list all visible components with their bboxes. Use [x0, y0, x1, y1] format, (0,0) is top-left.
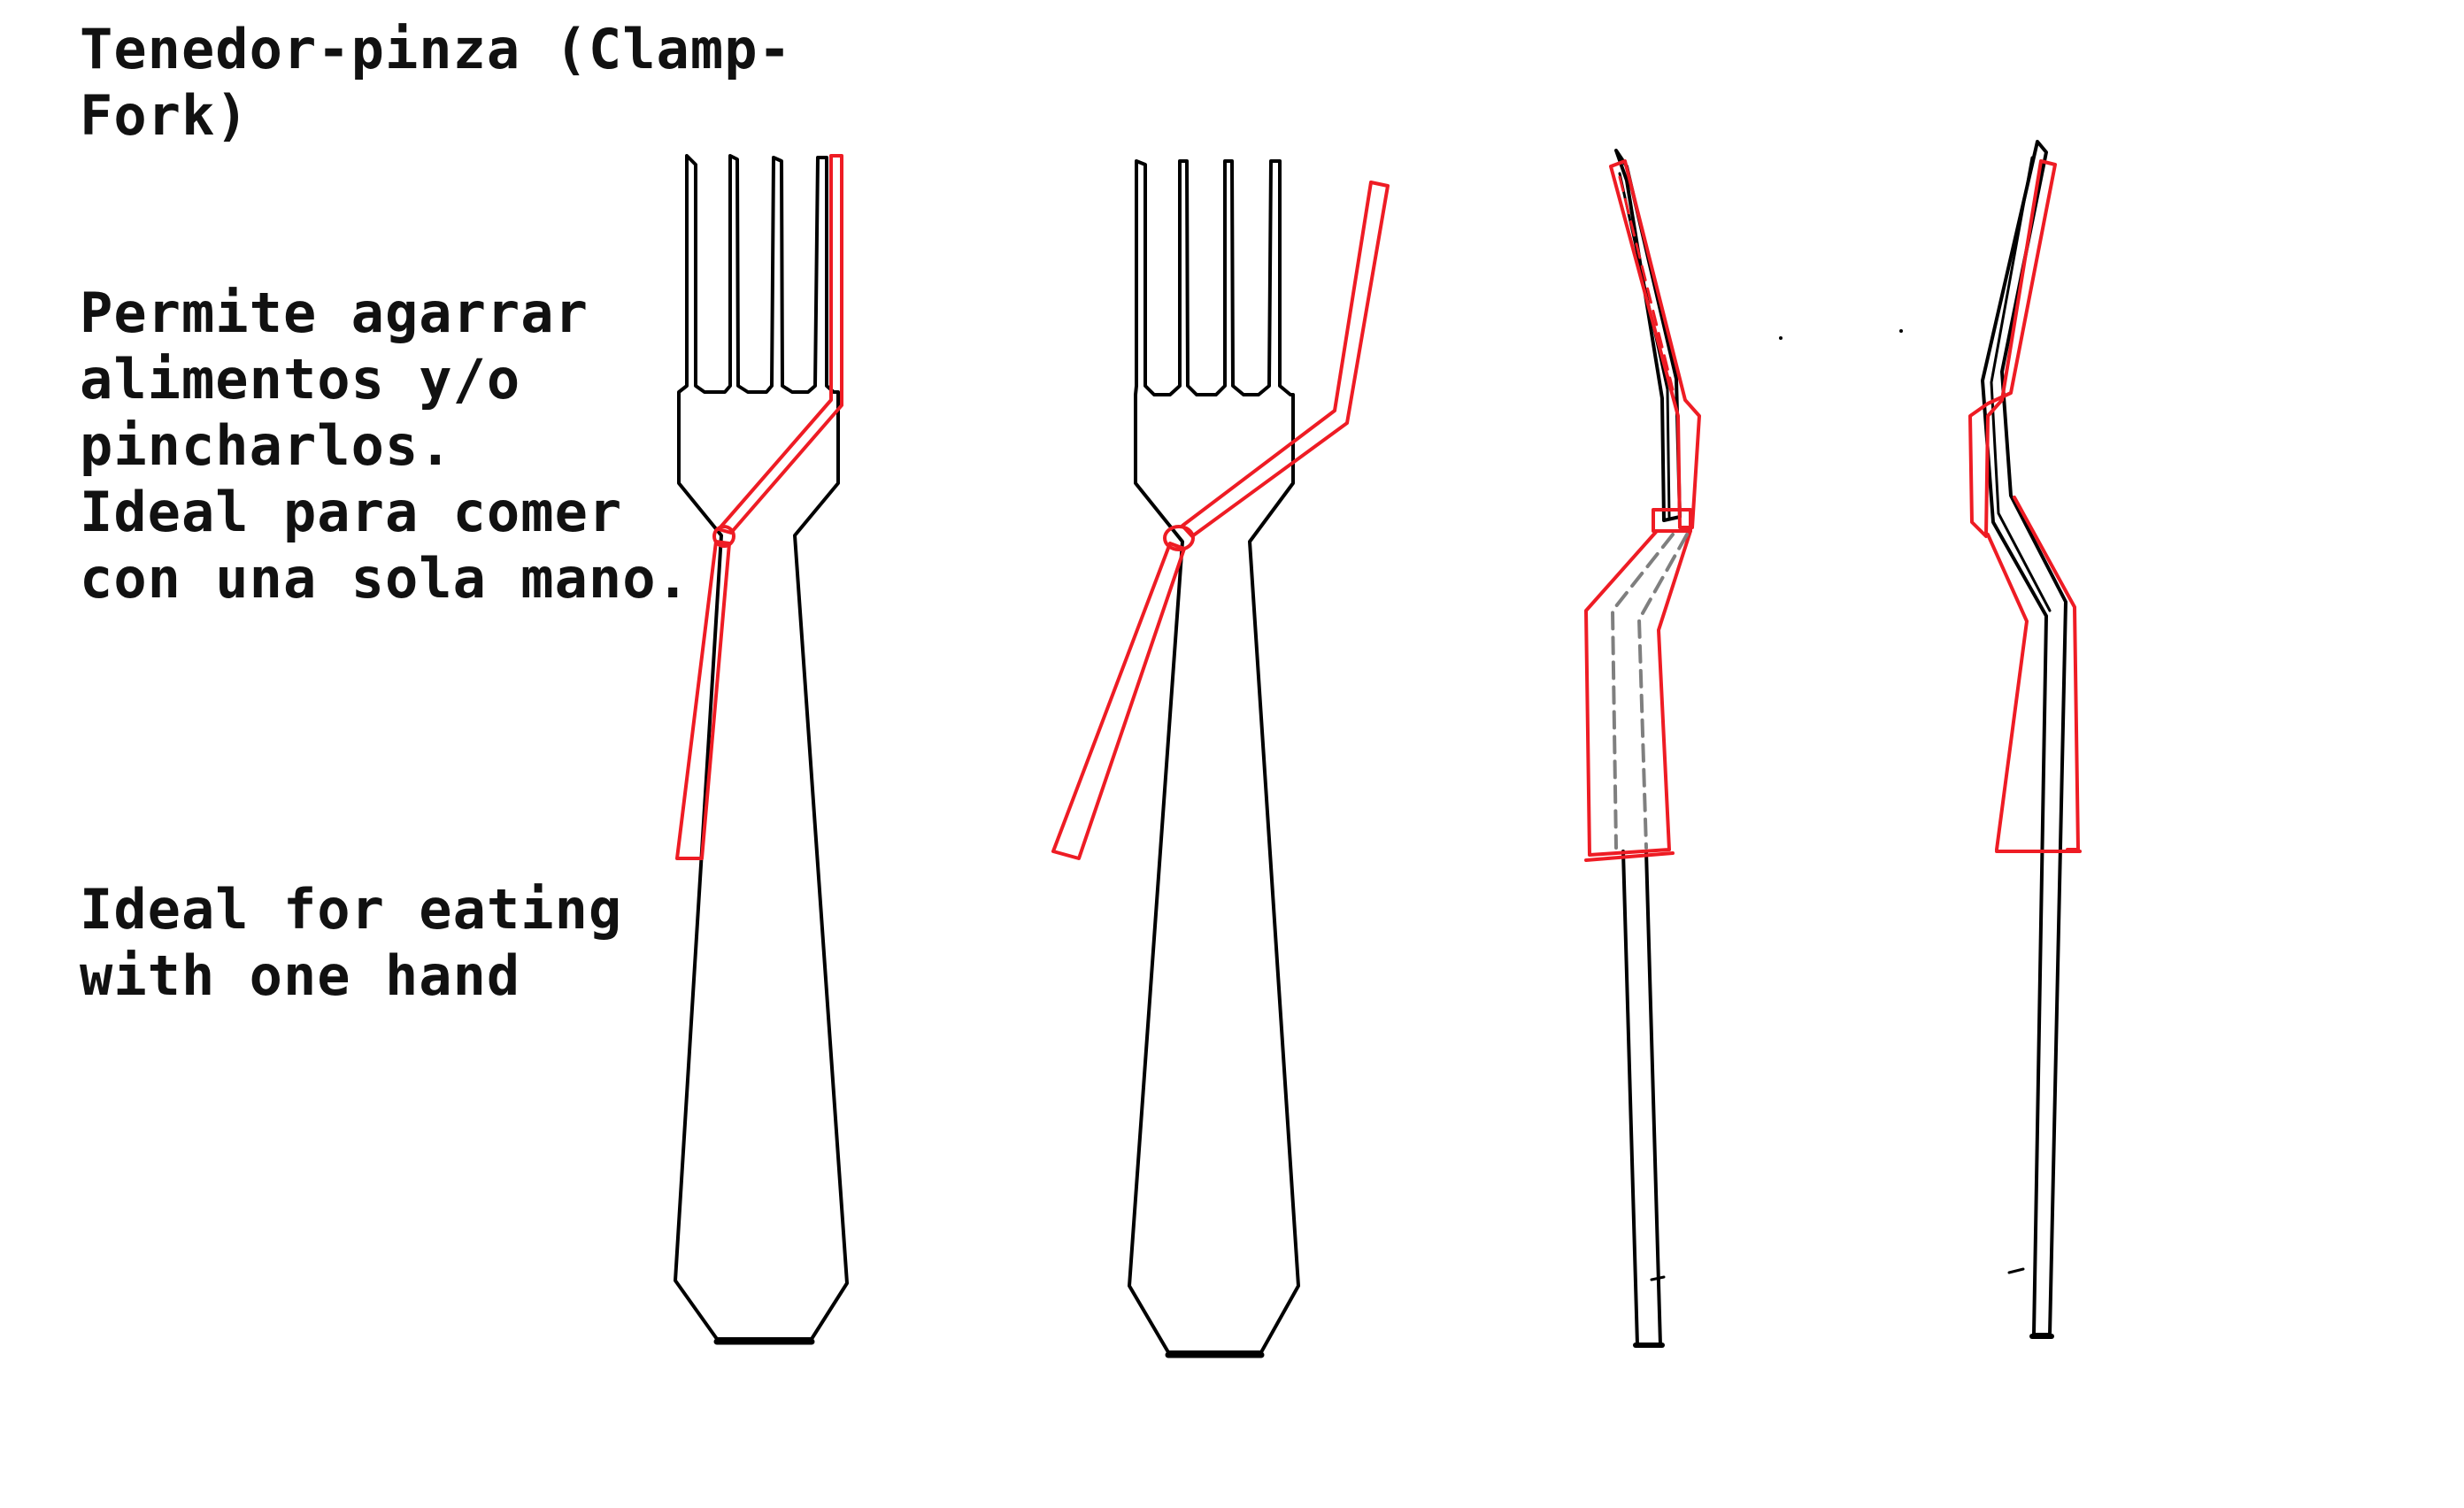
stray-mark-left	[1779, 336, 1783, 340]
fork-side-closed-hinge	[1652, 508, 1692, 533]
title-line-1: Tenedor-pinza (Clamp-	[80, 17, 792, 81]
fork-front-closed-clamp-lower-arm	[675, 540, 731, 860]
fork-front-open-clamp-upper-arm	[1181, 181, 1390, 538]
spanish-line-4: Ideal para comer	[80, 480, 623, 544]
english-line-1: Ideal for eating	[80, 877, 623, 942]
fork-side-open	[1968, 140, 2082, 1339]
fork-side-closed-clamp-body	[1584, 529, 1692, 857]
fork-front-closed-pivot	[712, 525, 735, 548]
fork-side-open-inner-edge	[1990, 156, 2052, 612]
fork-side-closed-hidden-line-left	[1611, 533, 1675, 850]
spanish-line-2: alimentos y/o	[80, 347, 521, 412]
spanish-line-3: pincharlos.	[80, 413, 453, 478]
fork-side-closed-hidden-line-right	[1637, 533, 1689, 850]
fork-side-open-clamp-body-inner	[1986, 533, 2029, 851]
fork-side-closed-handle-tick	[1650, 1275, 1666, 1281]
fork-front-open-outline	[1128, 159, 1300, 1354]
english-line-2: with one hand	[80, 943, 521, 1008]
fork-side-open-clamp-tines	[1968, 159, 2057, 538]
fork-front-closed-outline	[674, 154, 849, 1341]
description-english: Ideal for eating with one hand	[80, 876, 622, 1009]
stray-mark-right	[1899, 329, 1903, 333]
fork-front-open-pivot	[1163, 525, 1195, 551]
spanish-line-1: Permite agarrar	[80, 281, 589, 345]
spanish-line-5: con una sola mano.	[80, 546, 690, 611]
fork-front-open-clamp-lower-arm	[1051, 542, 1186, 860]
fork-side-closed-clamp-tines-dashed	[1618, 175, 1675, 391]
diagram-title: Tenedor-pinza (Clamp- Fork)	[80, 16, 792, 149]
fork-side-closed-clamp-foot	[1584, 851, 1675, 862]
description-spanish: Permite agarrar alimentos y/o pincharlos…	[80, 280, 690, 612]
fork-front-open	[1051, 159, 1390, 1358]
fork-side-open-handle-tick	[2007, 1267, 2025, 1274]
fork-front-closed-clamp-upper-arm	[717, 154, 843, 535]
title-line-2: Fork)	[80, 83, 250, 148]
fork-side-closed-handle	[1621, 850, 1662, 1347]
fork-front-closed	[674, 154, 849, 1345]
fork-side-closed-clamp-tines	[1609, 159, 1701, 529]
fork-side-closed	[1584, 149, 1701, 1348]
